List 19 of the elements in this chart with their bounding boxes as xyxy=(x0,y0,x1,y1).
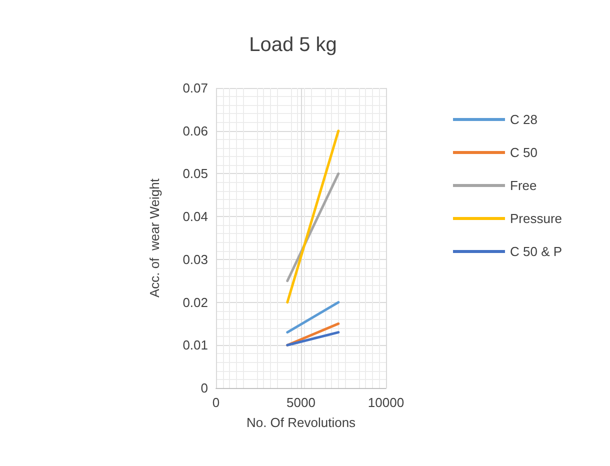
y-tick-label: 0.04 xyxy=(182,209,208,224)
legend-label: Pressure xyxy=(510,211,562,226)
x-tick-label: 5000 xyxy=(286,395,316,410)
legend-label: C 50 xyxy=(510,145,538,160)
y-tick-label: 0 xyxy=(200,380,208,396)
y-tick-label: 0.05 xyxy=(182,166,208,182)
y-tick-label: 0.01 xyxy=(182,338,208,353)
y-tick-label: 0.02 xyxy=(182,294,208,310)
x-axis-title: No. Of Revolutions xyxy=(246,415,356,430)
chart-title: Load 5 kg xyxy=(249,34,337,56)
x-tick-label: 0 xyxy=(212,395,220,410)
legend-label: C 28 xyxy=(510,112,538,127)
legend-label: C 50 & P xyxy=(510,244,562,259)
y-tick-label: 0.07 xyxy=(182,80,208,96)
y-axis-title: Acc. of wear Weight xyxy=(147,178,162,298)
y-tick-label: 0.06 xyxy=(182,123,208,138)
x-tick-label: 10000 xyxy=(368,395,404,410)
y-tick-label: 0.03 xyxy=(182,252,208,267)
legend-label: Free xyxy=(510,178,537,193)
